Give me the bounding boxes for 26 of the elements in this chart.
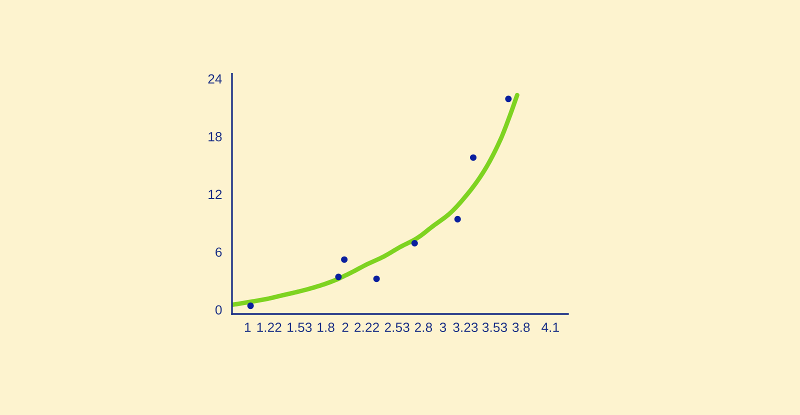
point [470, 154, 477, 161]
x-tick-label: 1.53 [288, 322, 312, 332]
y-tick-label: 24 [208, 74, 222, 84]
y-tick-label: 0 [215, 305, 222, 315]
point [505, 96, 512, 102]
x-tick-label: 3.53 [482, 322, 508, 332]
y-tick-label: 6 [216, 247, 222, 257]
x-tick-label: 1 [244, 322, 251, 332]
point [335, 274, 342, 280]
y-tick-label: 18 [208, 132, 222, 142]
x-tick-label: 3.23 [453, 322, 478, 332]
x-tick-label: 2 [342, 322, 348, 332]
x-tick-label: 4.1 [542, 322, 559, 332]
x-tick-label: 2.53 [384, 322, 410, 332]
point [373, 276, 380, 282]
x-tick-label: 3.8 [512, 322, 530, 332]
x-tick-label: 1.8 [318, 322, 334, 332]
point [454, 216, 461, 222]
x-tick-label: 2.22 [354, 322, 379, 332]
x-tick-label: 1.22 [257, 322, 282, 332]
point [411, 240, 418, 247]
point [341, 256, 348, 263]
x-tick-label: 3 [440, 322, 446, 332]
point [247, 302, 254, 310]
y-tick-label: 12 [208, 190, 222, 199]
x-tick-label: 2.8 [414, 322, 432, 332]
